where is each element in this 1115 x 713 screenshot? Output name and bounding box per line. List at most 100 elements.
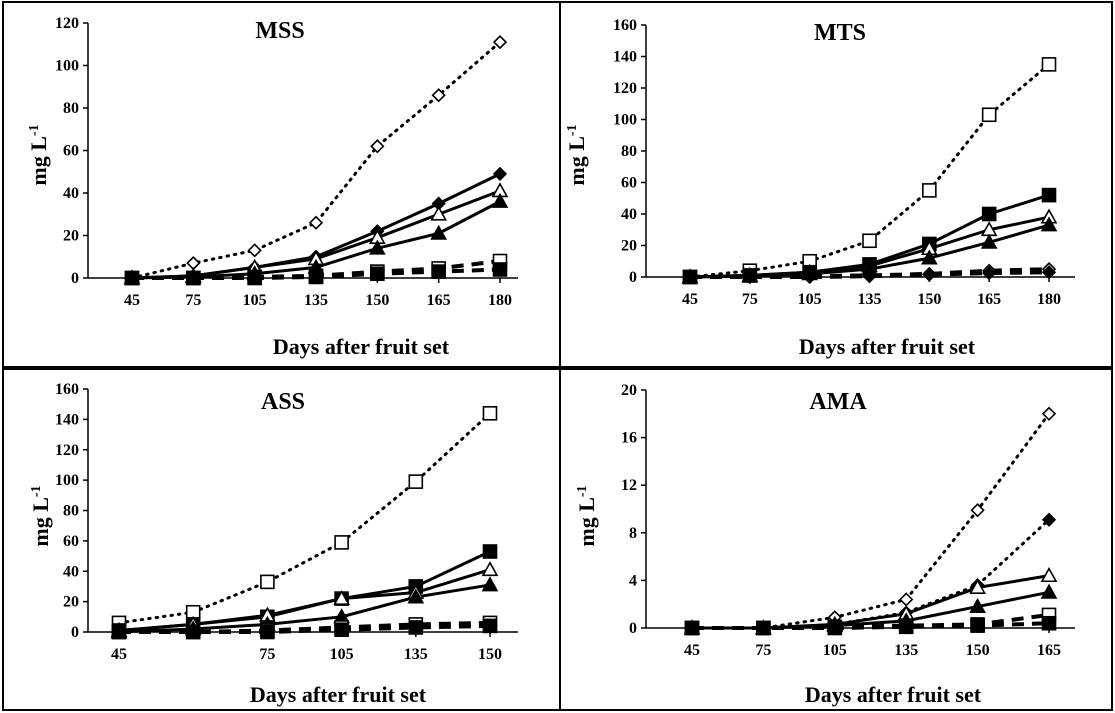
data-point-square: [756, 620, 771, 636]
x-tick-label: 105: [330, 646, 354, 663]
data-point-triangle: [491, 192, 509, 208]
y-tick-label: 80: [63, 100, 79, 117]
data-point-square: [334, 622, 349, 638]
series-line-1: [117, 411, 492, 625]
data-point-triangle: [1040, 566, 1058, 583]
data-point-diamond: [802, 269, 817, 285]
y-tick-label: 0: [71, 270, 79, 287]
x-tick-label: 45: [682, 291, 698, 308]
chart-title: MSS: [255, 18, 304, 44]
data-point-diamond: [492, 166, 508, 182]
data-point-diamond: [1041, 265, 1057, 280]
data-point-diamond: [370, 139, 385, 154]
y-axis-label: mg L-1: [564, 124, 589, 185]
data-point-triangle: [920, 249, 938, 265]
series-markers-2: [684, 512, 1057, 636]
chart-title: MTS: [814, 20, 866, 46]
data-point-square: [431, 264, 446, 279]
y-tick-label: 60: [63, 533, 79, 550]
y-tick-label: 120: [55, 442, 79, 459]
series-line-1: [690, 412, 1051, 630]
data-point-diamond: [862, 269, 877, 284]
plot-area-ama: 0 4 8 12 16 20 45 75 105 135 150 165: [621, 382, 1075, 659]
series-markers-6: [111, 618, 498, 640]
y-tick-label: 0: [629, 269, 637, 286]
panel-mss: MSS Days after fruit set mg L-1 0 20 40 60 8…: [2, 1, 561, 368]
plot-area-ass: 0 20 40 60 80 100 120 140 160 45 75 105 135 150: [55, 381, 518, 663]
y-tick-label: 80: [621, 143, 637, 160]
series-markers-1: [682, 57, 1057, 285]
y-tick-label: 0: [71, 624, 79, 641]
y-tick-label: 4: [629, 572, 637, 589]
data-point-square: [970, 618, 985, 633]
y-tick-label: 60: [621, 175, 637, 192]
data-point-square: [1041, 187, 1057, 203]
x-tick-label: 150: [917, 291, 941, 308]
x-tick-label: 165: [1037, 642, 1061, 659]
series-line-1: [130, 40, 502, 280]
x-tick-label: 150: [365, 292, 389, 309]
data-point-diamond: [492, 34, 508, 50]
y-tick-label: 120: [613, 80, 637, 97]
y-tick-label: 140: [55, 411, 79, 428]
y-tick-label: 16: [621, 430, 637, 447]
series-markers-1: [684, 406, 1057, 636]
plot-area-mts: 0 20 40 60 80 100 120 140 160 45 75 105 135 150 165 180: [613, 17, 1075, 308]
data-point-square: [492, 262, 508, 277]
data-point-diamond: [682, 269, 698, 285]
data-point-square: [260, 624, 275, 640]
data-point-square: [408, 620, 424, 635]
y-tick-label: 12: [621, 477, 637, 494]
data-point-square: [111, 624, 127, 640]
y-tick-label: 20: [63, 228, 79, 245]
y-tick-label: 20: [63, 594, 79, 611]
data-point-square: [898, 619, 914, 635]
x-tick-label: 75: [185, 292, 201, 309]
data-point-diamond: [899, 592, 914, 607]
y-tick-label: 20: [621, 382, 637, 399]
panel-ama: AMA Days after fruit set mg L-1 0 4 8 12 16 2…: [559, 368, 1113, 711]
panel-ass: ASS Days after fruit set mg L-1 0 20 40 60 8…: [2, 368, 561, 711]
series-markers-6: [124, 262, 508, 286]
data-point-diamond: [308, 215, 324, 230]
series-line-6: [119, 623, 491, 634]
y-tick-label: 160: [613, 17, 637, 34]
data-point-square: [482, 618, 498, 634]
x-tick-label: 45: [124, 292, 140, 309]
data-point-triangle: [481, 576, 499, 592]
x-tick-label: 105: [823, 642, 847, 659]
series-line-2: [690, 518, 1051, 630]
data-point-square: [482, 405, 498, 421]
y-tick-label: 120: [55, 15, 79, 32]
data-point-diamond: [970, 503, 985, 518]
y-tick-label: 100: [55, 472, 79, 489]
y-tick-label: 40: [63, 185, 79, 202]
data-point-square: [981, 206, 997, 222]
y-tick-label: 80: [63, 503, 79, 520]
data-point-square: [185, 624, 201, 640]
y-tick-label: 100: [55, 58, 79, 75]
chart-title: ASS: [261, 389, 305, 415]
y-tick-label: 40: [63, 563, 79, 580]
data-point-triangle: [969, 578, 986, 594]
series-markers-1: [124, 34, 508, 286]
chart-title: AMA: [809, 389, 867, 415]
data-point-diamond: [247, 243, 262, 258]
data-point-square: [247, 270, 262, 286]
x-tick-label: 135: [894, 642, 918, 659]
data-point-triangle: [1040, 216, 1058, 232]
data-point-triangle: [969, 597, 986, 613]
data-point-diamond: [1041, 512, 1057, 527]
x-tick-label: 75: [259, 646, 275, 663]
x-tick-label: 135: [858, 291, 882, 308]
y-tick-label: 0: [629, 620, 637, 637]
x-tick-label: 180: [488, 292, 512, 309]
data-point-triangle: [430, 205, 448, 221]
x-tick-label: 105: [243, 292, 267, 309]
data-point-square: [186, 270, 201, 286]
data-point-diamond: [922, 267, 937, 282]
series-line-4: [692, 590, 1050, 630]
data-point-triangle: [407, 588, 425, 604]
data-point-square: [922, 183, 937, 198]
x-axis-label: Days after fruit set: [805, 682, 982, 707]
